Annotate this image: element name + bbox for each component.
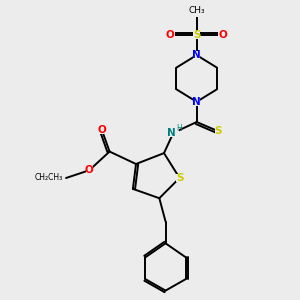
FancyBboxPatch shape [167,128,179,137]
FancyBboxPatch shape [176,174,183,182]
FancyBboxPatch shape [193,98,200,106]
FancyBboxPatch shape [193,31,200,39]
Text: S: S [215,126,222,136]
Text: O: O [219,30,227,40]
Text: N: N [192,50,201,60]
FancyBboxPatch shape [190,9,204,17]
FancyBboxPatch shape [193,51,200,59]
FancyBboxPatch shape [98,126,105,134]
Text: O: O [98,125,106,135]
Text: O: O [166,30,175,40]
Text: N: N [192,97,201,107]
FancyBboxPatch shape [215,128,222,135]
Text: O: O [85,165,94,175]
Text: H: H [176,124,182,133]
Text: CH₃: CH₃ [188,7,205,16]
Text: S: S [176,173,183,183]
FancyBboxPatch shape [218,31,225,39]
FancyBboxPatch shape [86,166,93,174]
Text: S: S [193,30,200,40]
Text: N: N [167,128,176,138]
FancyBboxPatch shape [168,31,175,39]
Text: CH₂CH₃: CH₂CH₃ [35,173,63,182]
